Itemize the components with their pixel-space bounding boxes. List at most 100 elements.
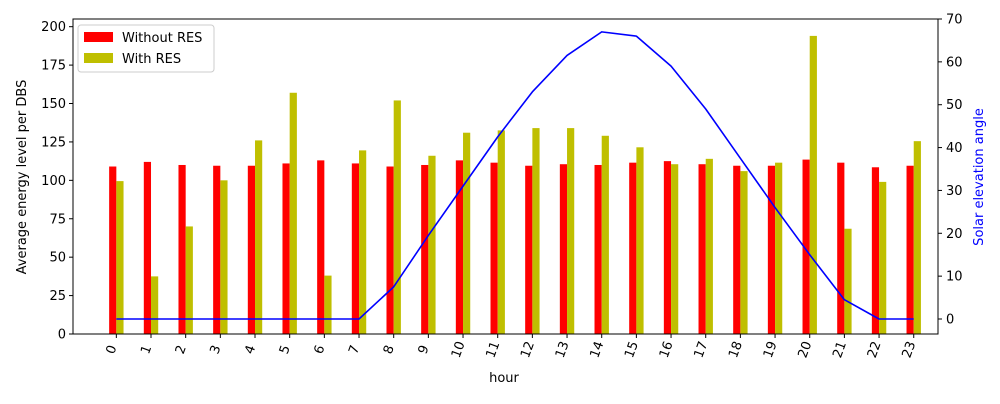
- x-tick-label-15: 15: [622, 339, 642, 360]
- x-ticks: 0 1 2 3 4 5 6 7 8 9 10 11 12 13 14 15 16 17 18 19 20 21 22 23: [104, 334, 920, 360]
- x-tick-label-11: 11: [484, 339, 504, 360]
- bar-with-res-7: [359, 150, 367, 334]
- x-tick-label-10: 10: [449, 339, 469, 360]
- y-axis-label-left: Average energy level per DBS: [15, 80, 30, 275]
- bar-with-res-14: [601, 135, 609, 334]
- bar-without-res-20: [802, 159, 810, 334]
- y-tick-label-150: 150: [41, 97, 66, 112]
- legend-swatch-with-res: [84, 53, 113, 63]
- x-tick-label-21: 21: [830, 339, 850, 360]
- y2-tick-label-40: 40: [946, 141, 963, 156]
- y-tick-label-100: 100: [41, 174, 66, 189]
- y-tick-label-0: 0: [58, 328, 66, 343]
- bar-with-res-1: [151, 276, 159, 334]
- y-ticks-right: 0 10 20 30 40 50 60 70: [938, 13, 963, 328]
- y-tick-label-50: 50: [49, 251, 66, 266]
- bar-without-res-9: [421, 164, 429, 334]
- bar-without-res-7: [351, 163, 360, 334]
- y2-tick-label-60: 60: [946, 55, 963, 70]
- bars-layer: [109, 35, 921, 335]
- bar-without-res-1: [143, 161, 152, 334]
- bar-without-res-18: [733, 165, 741, 334]
- bar-with-res-18: [740, 171, 748, 334]
- x-tick-label-14: 14: [588, 339, 608, 360]
- y-tick-label-75: 75: [49, 212, 66, 227]
- bar-with-res-21: [844, 228, 852, 334]
- bar-without-res-6: [317, 160, 325, 334]
- x-tick-label-22: 22: [865, 339, 885, 360]
- bar-with-res-6: [324, 275, 332, 334]
- plot-frame: [72, 18, 939, 335]
- y-ticks-left: 0 25 50 75 100 125 150 175 200: [41, 20, 73, 343]
- x-tick-label-3: 3: [208, 343, 225, 356]
- bar-without-res-19: [767, 165, 776, 334]
- x-tick-label-8: 8: [381, 343, 398, 356]
- y2-tick-label-30: 30: [946, 184, 963, 199]
- bar-with-res-23: [913, 141, 921, 334]
- bar-without-res-17: [698, 164, 706, 334]
- x-tick-label-9: 9: [416, 343, 433, 356]
- x-tick-label-12: 12: [518, 339, 538, 360]
- bar-with-res-0: [116, 181, 124, 334]
- bar-without-res-16: [663, 161, 672, 334]
- legend: Without RES With RES: [77, 24, 215, 73]
- bar-with-res-20: [809, 35, 817, 335]
- x-tick-label-23: 23: [900, 339, 920, 360]
- y2-tick-label-10: 10: [946, 270, 963, 285]
- bar-with-res-15: [636, 147, 644, 334]
- x-tick-label-18: 18: [726, 339, 746, 360]
- legend-label-with-res: With RES: [122, 52, 181, 67]
- x-tick-label-2: 2: [173, 343, 190, 356]
- bar-without-res-11: [490, 162, 498, 334]
- x-tick-label-0: 0: [104, 343, 121, 356]
- bar-without-res-8: [386, 166, 394, 334]
- bar-with-res-4: [255, 140, 263, 334]
- y-axis-label-right: Solar elevation angle: [972, 108, 987, 246]
- y-tick-label-125: 125: [41, 135, 66, 150]
- bar-without-res-15: [629, 162, 637, 334]
- bar-with-res-5: [289, 92, 297, 334]
- x-tick-label-4: 4: [242, 343, 259, 356]
- bar-with-res-2: [185, 226, 193, 334]
- x-tick-label-20: 20: [796, 339, 816, 360]
- bar-without-res-21: [837, 162, 845, 334]
- y2-tick-label-70: 70: [946, 13, 963, 28]
- bar-with-res-11: [497, 130, 505, 334]
- bar-with-res-17: [705, 158, 713, 334]
- bar-without-res-0: [109, 166, 117, 334]
- bar-with-res-12: [532, 128, 540, 334]
- x-tick-label-7: 7: [346, 343, 363, 356]
- bar-without-res-13: [559, 164, 568, 334]
- x-tick-label-19: 19: [761, 339, 781, 360]
- bar-without-res-4: [247, 165, 256, 334]
- bar-without-res-23: [906, 165, 914, 334]
- bar-with-res-8: [393, 100, 401, 334]
- y-tick-label-25: 25: [49, 289, 66, 304]
- y2-tick-label-20: 20: [946, 227, 963, 242]
- bar-with-res-22: [879, 181, 887, 334]
- bar-with-res-3: [220, 180, 228, 334]
- bar-without-res-12: [525, 165, 533, 334]
- bar-without-res-2: [178, 164, 186, 334]
- x-tick-label-6: 6: [312, 343, 329, 356]
- bar-with-res-13: [567, 128, 575, 334]
- bar-with-res-9: [428, 155, 436, 334]
- y2-tick-label-0: 0: [946, 313, 954, 328]
- legend-swatch-without-res: [84, 32, 113, 42]
- x-axis-label: hour: [489, 371, 519, 386]
- bar-with-res-19: [775, 162, 783, 334]
- bar-without-res-14: [594, 164, 602, 334]
- x-tick-label-1: 1: [138, 343, 155, 356]
- bar-without-res-22: [871, 167, 880, 334]
- bar-with-res-16: [671, 164, 679, 334]
- bar-without-res-5: [282, 163, 290, 334]
- x-tick-label-13: 13: [553, 339, 573, 360]
- solar-elevation-line: [116, 31, 914, 320]
- bar-without-res-3: [213, 165, 221, 334]
- line-layer: [116, 31, 914, 320]
- y-tick-label-200: 200: [41, 20, 66, 35]
- x-tick-label-17: 17: [692, 339, 712, 360]
- bar-without-res-10: [455, 160, 464, 334]
